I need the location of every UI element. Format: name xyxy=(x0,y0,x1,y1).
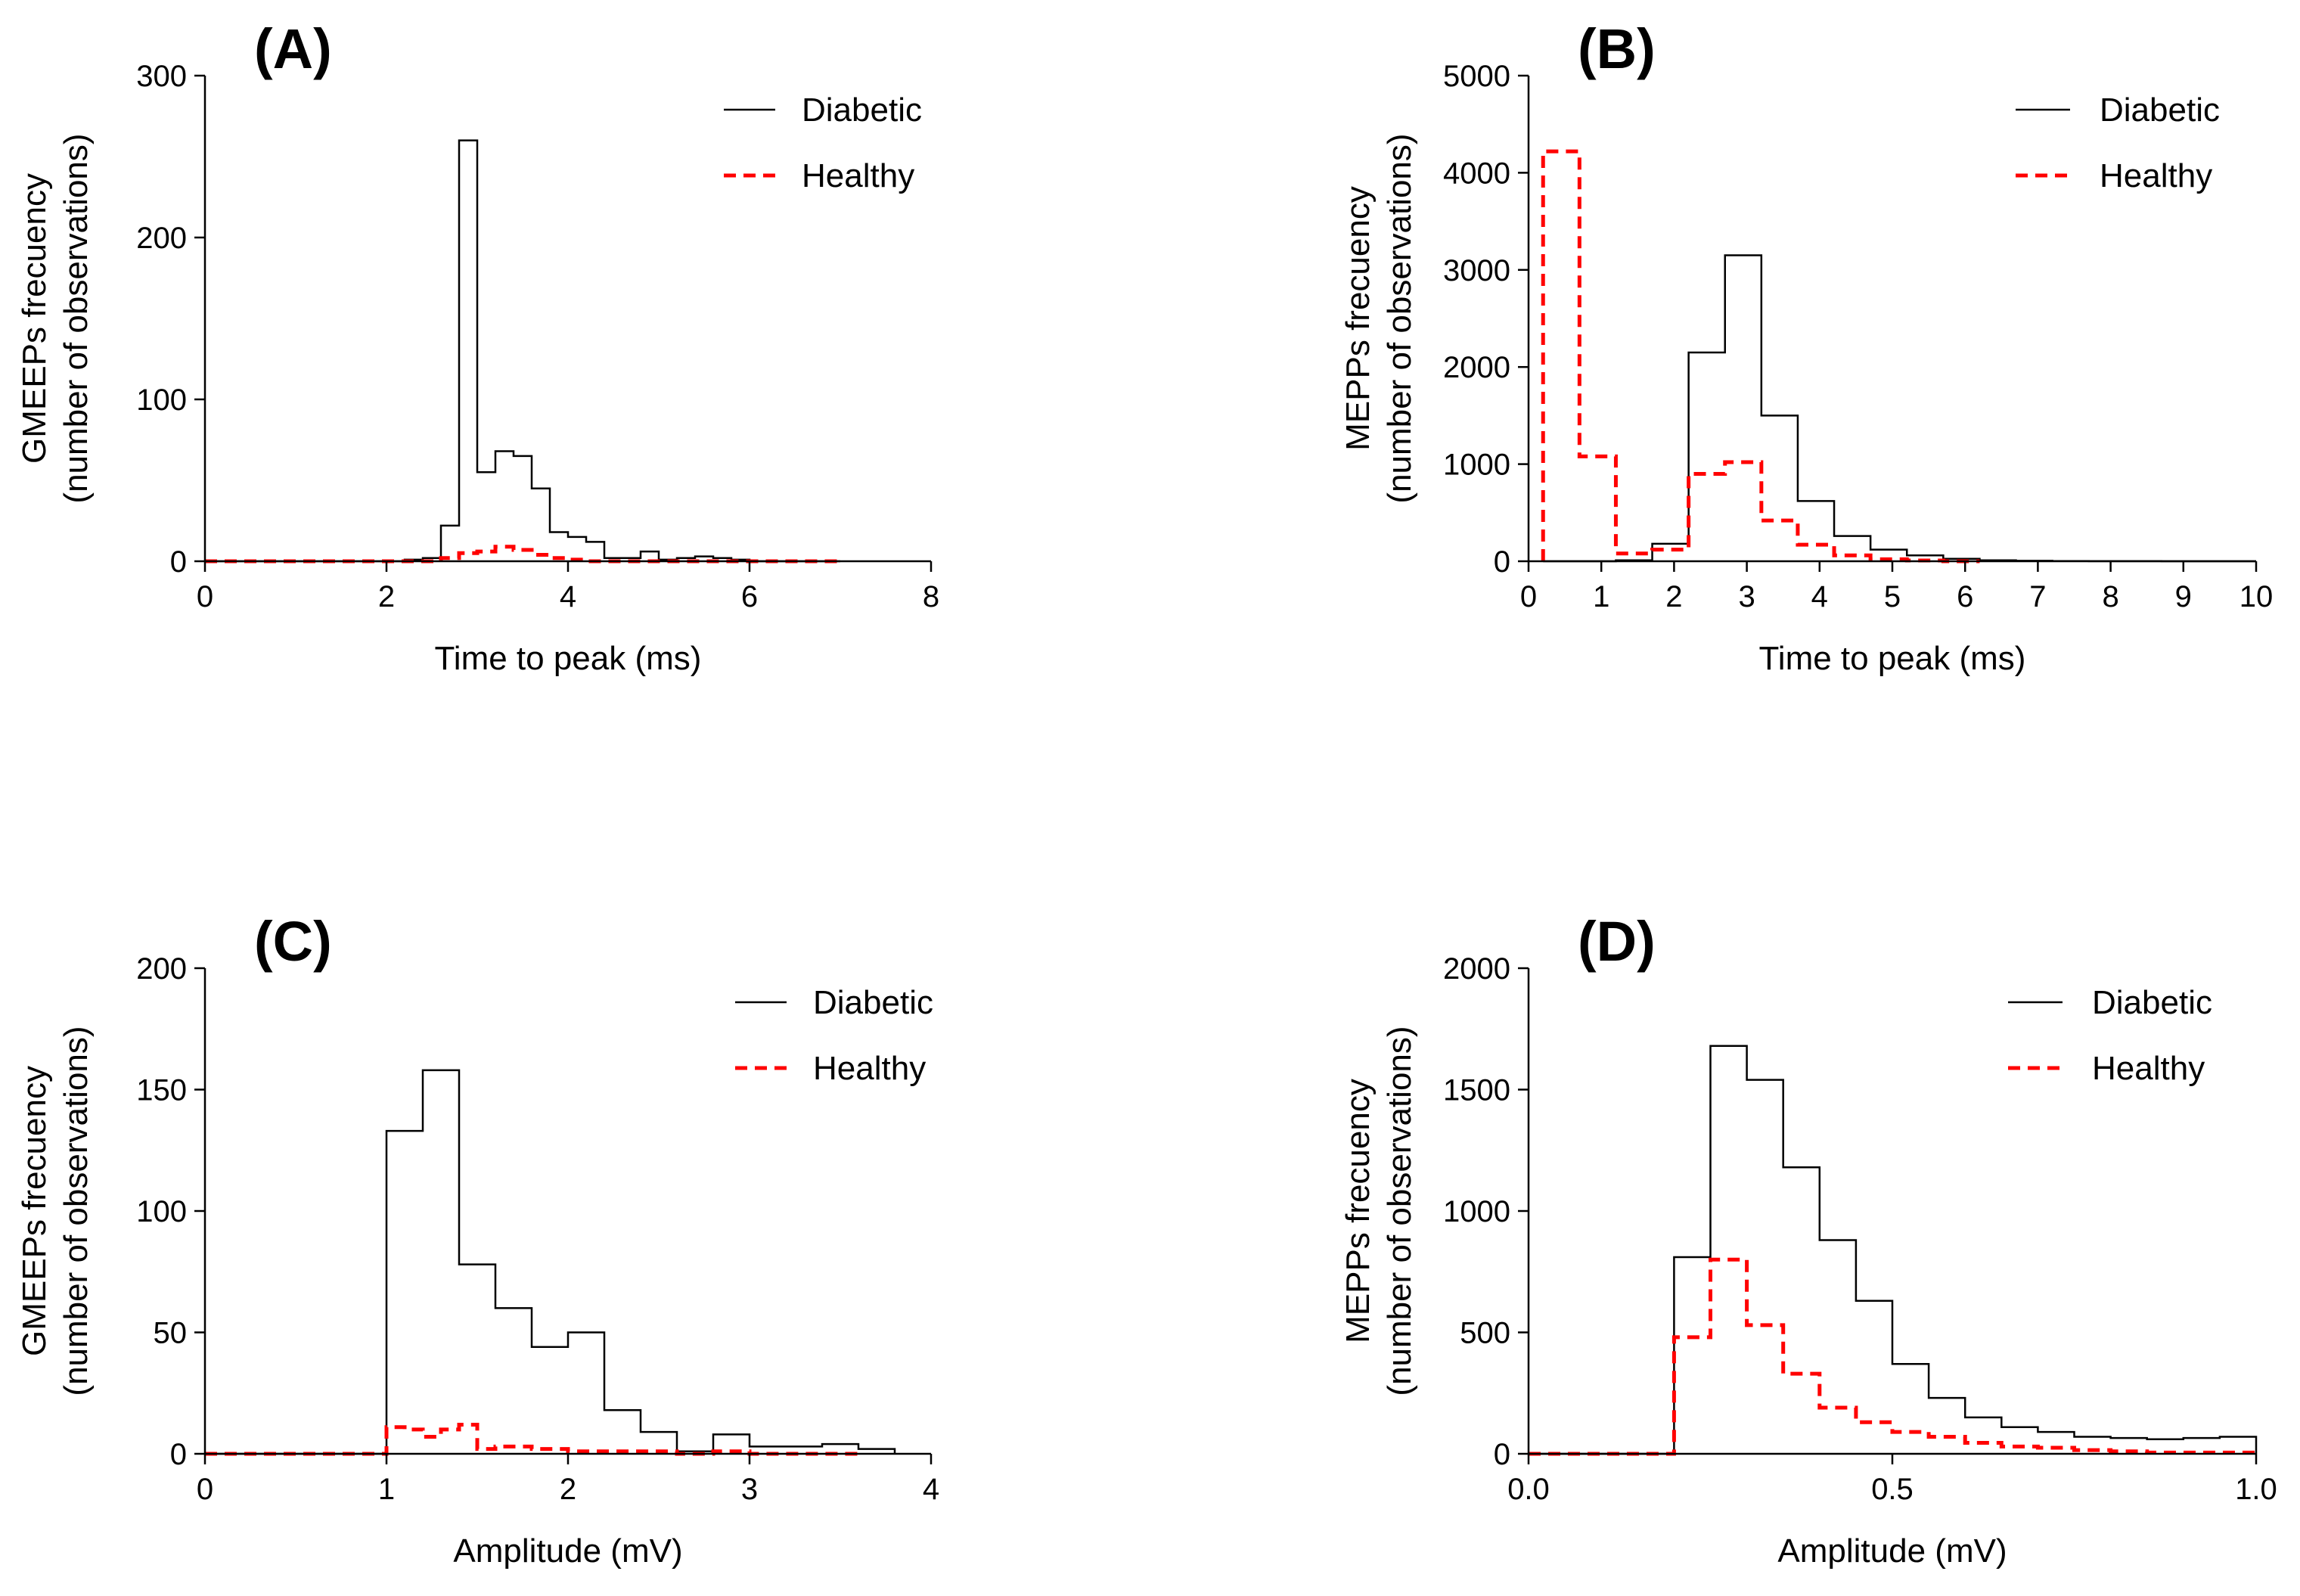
x-tick-label: 9 xyxy=(2175,580,2192,613)
x-tick-label: 6 xyxy=(741,580,758,613)
panel-c: 0 50 100 150 200 0 1 2 3 4 Amplitude (mV) GMEEPs fr… xyxy=(16,910,939,1570)
x-tick-label: 0.5 xyxy=(1871,1473,1914,1506)
y-tick-label: 1000 xyxy=(1443,449,1510,482)
diabetic-series-d xyxy=(1529,1045,2258,1455)
legend: Diabetic Healthy xyxy=(735,984,933,1087)
y-axis-title-line1: GMEEPs frecuency xyxy=(16,173,53,464)
y-axis-title-line2: (number of observations) xyxy=(1381,1026,1418,1396)
panel-label: (C) xyxy=(254,910,332,973)
diabetic-series-c xyxy=(205,1069,896,1455)
x-tick-label: 5 xyxy=(1884,580,1901,613)
healthy-series-b xyxy=(1541,149,1980,564)
y-tick-label: 0 xyxy=(170,1438,187,1471)
legend-diabetic-label: Diabetic xyxy=(802,92,922,129)
healthy-series-d xyxy=(1529,1257,2258,1456)
x-tick-label: 4 xyxy=(1811,580,1828,613)
x-axis-title: Amplitude (mV) xyxy=(453,1532,682,1570)
x-axis-title: Time to peak (ms) xyxy=(435,640,702,677)
legend-diabetic-label: Diabetic xyxy=(2100,92,2220,129)
y-tick-label: 4000 xyxy=(1443,157,1510,190)
legend-diabetic-label: Diabetic xyxy=(813,984,933,1021)
y-tick-label: 500 xyxy=(1460,1317,1510,1350)
x-tick-label: 8 xyxy=(923,580,939,613)
legend-healthy-label: Healthy xyxy=(813,1050,926,1087)
legend-healthy-label: Healthy xyxy=(2092,1050,2205,1087)
y-tick-label: 2000 xyxy=(1443,351,1510,384)
y-tick-label: 0 xyxy=(1494,1438,1510,1471)
healthy-series-c xyxy=(205,1422,858,1456)
x-axis-title: Time to peak (ms) xyxy=(1759,640,2026,677)
panel-label: (A) xyxy=(254,17,332,80)
y-tick-label: 150 xyxy=(136,1074,187,1107)
y-tick-label: 0 xyxy=(170,545,187,579)
x-axis-title: Amplitude (mV) xyxy=(1777,1532,2007,1570)
x-tick-label: 1 xyxy=(378,1473,395,1506)
panel-label: (B) xyxy=(1578,17,1656,80)
y-tick-label: 1000 xyxy=(1443,1195,1510,1228)
x-tick-label: 0.0 xyxy=(1507,1473,1550,1506)
legend: Diabetic Healthy xyxy=(724,92,922,194)
x-tick-label: 1.0 xyxy=(2235,1473,2277,1506)
panel-a: 0 100 200 300 0 2 4 6 8 Time to peak (ms) GMEEPs f… xyxy=(16,17,939,677)
panel-b: 0 1000 2000 3000 4000 5000 0 1 2 3 4 5 6 7 8 9 10 Time to… xyxy=(1339,17,2273,677)
legend-healthy-label: Healthy xyxy=(2100,157,2212,194)
y-axis-title-line1: MEPPs frecuency xyxy=(1339,1079,1377,1343)
x-tick-label: 4 xyxy=(923,1473,939,1506)
y-axis-title-line2: (number of observations) xyxy=(57,133,95,503)
y-tick-label: 200 xyxy=(136,222,187,255)
y-axis-title-line1: MEPPs frecuency xyxy=(1339,186,1377,451)
x-tick-label: 0 xyxy=(1520,580,1537,613)
legend: Diabetic Healthy xyxy=(2016,92,2220,194)
x-tick-label: 2 xyxy=(560,1473,576,1506)
y-tick-label: 1500 xyxy=(1443,1074,1510,1107)
y-tick-label: 2000 xyxy=(1443,952,1510,986)
y-tick-label: 3000 xyxy=(1443,254,1510,287)
y-tick-label: 0 xyxy=(1494,545,1510,579)
y-axis-title-line2: (number of observations) xyxy=(1381,133,1418,503)
x-tick-label: 7 xyxy=(2029,580,2046,613)
x-tick-label: 3 xyxy=(741,1473,758,1506)
y-tick-label: 50 xyxy=(154,1317,188,1350)
y-tick-label: 300 xyxy=(136,60,187,93)
panel-d: 0 500 1000 1500 2000 0.0 0.5 1.0 Amplitude (mV) M… xyxy=(1339,910,2277,1570)
y-tick-label: 100 xyxy=(136,383,187,417)
y-tick-label: 200 xyxy=(136,952,187,986)
x-tick-label: 3 xyxy=(1738,580,1755,613)
legend-diabetic-label: Diabetic xyxy=(2092,984,2212,1021)
x-tick-label: 6 xyxy=(1957,580,1973,613)
x-tick-label: 0 xyxy=(197,580,213,613)
x-tick-label: 2 xyxy=(378,580,395,613)
y-tick-label: 100 xyxy=(136,1195,187,1228)
x-tick-label: 1 xyxy=(1593,580,1609,613)
legend-healthy-label: Healthy xyxy=(802,157,914,194)
panel-label: (D) xyxy=(1578,910,1656,973)
y-axis-title-line1: GMEEPs frecuency xyxy=(16,1066,53,1356)
x-tick-label: 0 xyxy=(197,1473,213,1506)
legend: Diabetic Healthy xyxy=(2008,984,2212,1087)
y-axis-title-line2: (number of observations) xyxy=(57,1026,95,1396)
x-tick-label: 4 xyxy=(560,580,576,613)
x-tick-label: 2 xyxy=(1665,580,1682,613)
x-tick-label: 10 xyxy=(2239,580,2274,613)
y-tick-label: 5000 xyxy=(1443,60,1510,93)
x-tick-label: 8 xyxy=(2102,580,2118,613)
